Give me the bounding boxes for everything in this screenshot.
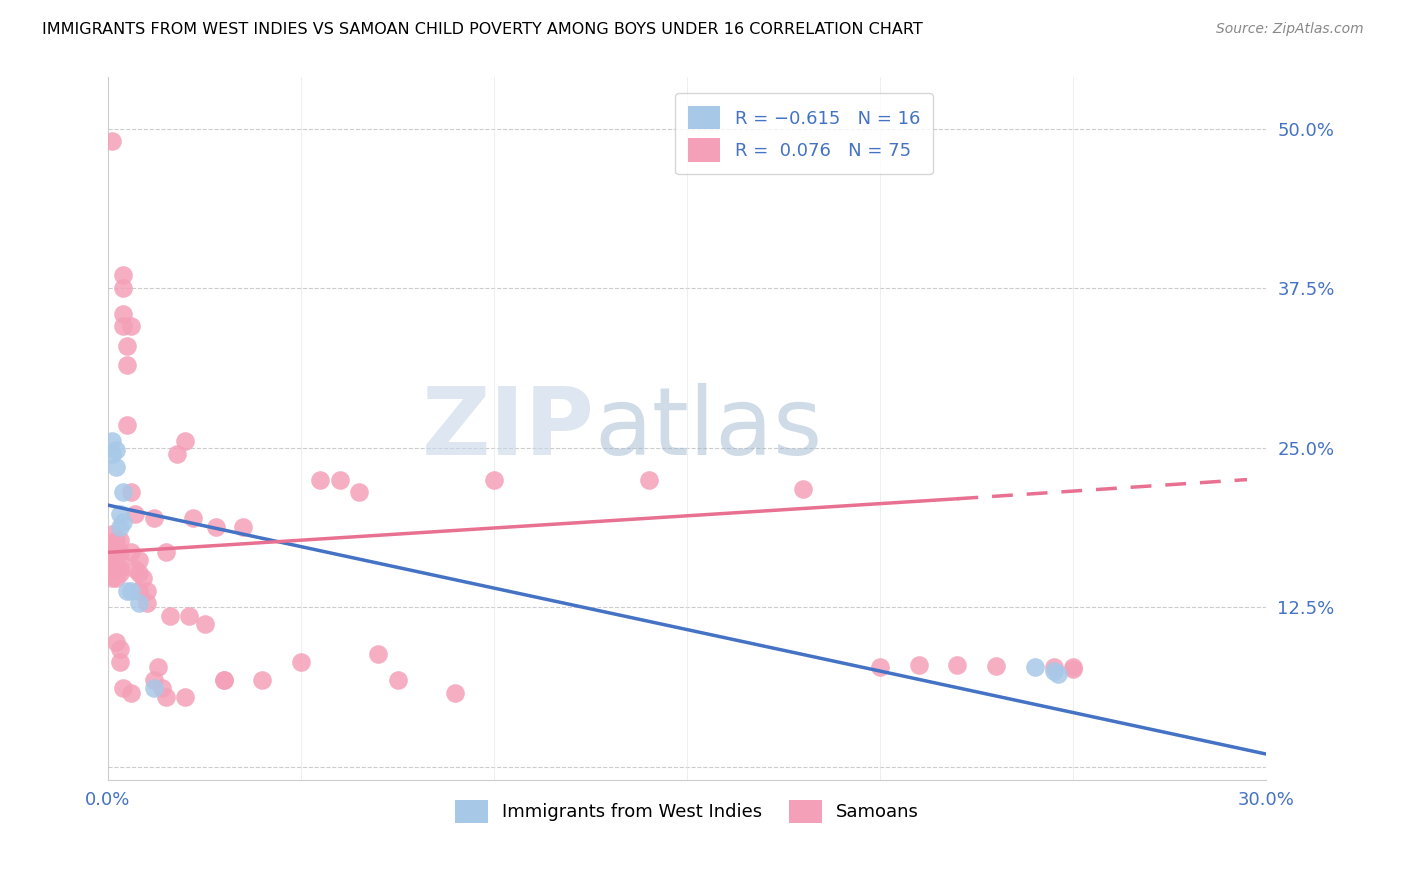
Point [444, 686, 467, 700]
Point [104, 558, 127, 573]
Point [946, 657, 969, 672]
Point [120, 485, 142, 500]
Point [117, 583, 139, 598]
Point [159, 609, 181, 624]
Point [101, 447, 124, 461]
Point [1043, 664, 1066, 678]
Point [367, 648, 389, 662]
Point [101, 536, 124, 550]
Point [108, 566, 131, 580]
Point [148, 660, 170, 674]
Point [128, 596, 150, 610]
Point [101, 562, 124, 576]
Point [135, 583, 157, 598]
Point [112, 515, 135, 529]
Text: Source: ZipAtlas.com: Source: ZipAtlas.com [1216, 22, 1364, 37]
Point [309, 473, 332, 487]
Point [108, 545, 131, 559]
Point [104, 545, 127, 559]
Point [108, 655, 131, 669]
Point [177, 609, 200, 624]
Point [128, 553, 150, 567]
Text: ZIP: ZIP [422, 383, 595, 475]
Text: IMMIGRANTS FROM WEST INDIES VS SAMOAN CHILD POVERTY AMONG BOYS UNDER 16 CORRELAT: IMMIGRANTS FROM WEST INDIES VS SAMOAN CH… [42, 22, 922, 37]
Legend: Immigrants from West Indies, Samoans: Immigrants from West Indies, Samoans [444, 789, 929, 834]
Point [252, 673, 274, 687]
Point [108, 507, 131, 521]
Point [108, 520, 131, 534]
Point [120, 686, 142, 700]
Point [155, 545, 177, 559]
Point [112, 681, 135, 695]
Point [101, 571, 124, 585]
Point [1046, 666, 1069, 681]
Point [166, 447, 188, 461]
Point [108, 553, 131, 567]
Point [174, 690, 197, 704]
Point [193, 616, 215, 631]
Point [1043, 660, 1066, 674]
Point [637, 473, 659, 487]
Point [174, 434, 197, 449]
Point [101, 134, 124, 148]
Point [112, 281, 135, 295]
Point [117, 417, 139, 432]
Point [112, 485, 135, 500]
Point [135, 596, 157, 610]
Point [128, 566, 150, 580]
Point [181, 511, 204, 525]
Point [112, 268, 135, 283]
Point [104, 459, 127, 474]
Point [120, 583, 142, 598]
Point [150, 681, 173, 695]
Point [104, 571, 127, 585]
Point [869, 660, 891, 674]
Point [108, 533, 131, 547]
Point [112, 307, 135, 321]
Point [117, 338, 139, 352]
Point [104, 634, 127, 648]
Point [112, 319, 135, 334]
Point [347, 485, 370, 500]
Point [117, 358, 139, 372]
Point [907, 657, 929, 672]
Point [984, 659, 1007, 673]
Point [120, 319, 142, 334]
Point [101, 527, 124, 541]
Point [212, 673, 235, 687]
Point [205, 520, 228, 534]
Point [1062, 660, 1084, 674]
Point [101, 545, 124, 559]
Point [1062, 661, 1084, 675]
Point [101, 553, 124, 567]
Point [212, 673, 235, 687]
Point [104, 443, 127, 458]
Point [120, 545, 142, 559]
Point [124, 507, 146, 521]
Point [104, 541, 127, 555]
Point [128, 583, 150, 598]
Point [108, 642, 131, 657]
Point [108, 562, 131, 576]
Point [387, 673, 409, 687]
Point [232, 520, 254, 534]
Point [792, 482, 814, 496]
Point [104, 533, 127, 547]
Point [329, 473, 352, 487]
Point [155, 690, 177, 704]
Point [143, 673, 166, 687]
Point [1024, 660, 1046, 674]
Point [132, 571, 155, 585]
Point [290, 655, 312, 669]
Point [143, 681, 166, 695]
Point [101, 434, 124, 449]
Point [143, 511, 166, 525]
Text: atlas: atlas [595, 383, 823, 475]
Point [124, 562, 146, 576]
Point [482, 473, 505, 487]
